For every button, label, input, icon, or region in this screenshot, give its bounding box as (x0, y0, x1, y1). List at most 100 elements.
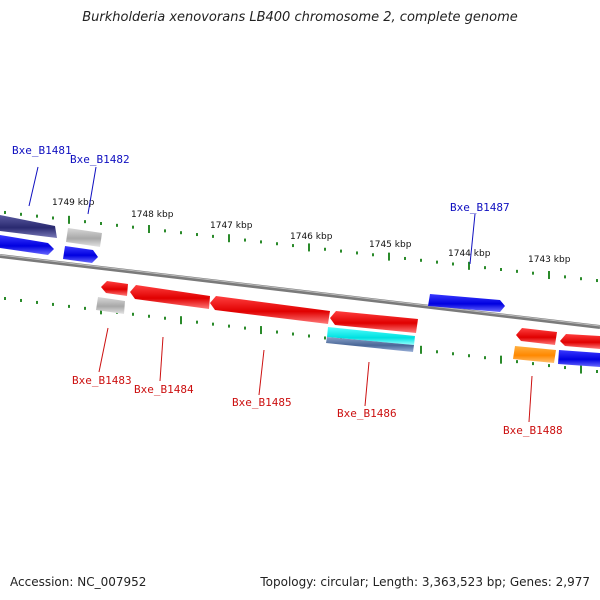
minor-tick (404, 256, 406, 260)
minor-tick (500, 268, 502, 271)
minor-tick (532, 271, 534, 275)
scale-label-1747: 1747 kbp (210, 221, 253, 231)
major-tick (420, 345, 422, 354)
minor-tick (148, 314, 150, 318)
minor-tick (452, 352, 454, 356)
minor-tick (52, 216, 54, 220)
label-b1483[interactable]: Bxe_B1483 (72, 374, 132, 387)
minor-tick (84, 306, 86, 310)
forward-strand-genes (0, 215, 505, 312)
major-tick (500, 355, 502, 364)
minor-tick (580, 277, 582, 281)
gene-b1489-blue[interactable] (558, 350, 600, 367)
gene-b1482-grey[interactable] (66, 228, 102, 247)
topology-summary: Topology: circular; Length: 3,363,523 bp… (260, 575, 590, 589)
scale-labels: 1749 kbp 1748 kbp 1747 kbp 1746 kbp 1745… (52, 198, 571, 265)
major-tick (260, 326, 262, 335)
minor-tick (4, 296, 6, 300)
minor-tick (116, 223, 118, 227)
scale-label-1743: 1743 kbp (528, 255, 571, 265)
minor-tick (20, 212, 22, 216)
forward-tick-row (4, 210, 598, 283)
minor-tick (68, 304, 70, 308)
minor-tick (100, 222, 102, 225)
minor-tick (276, 330, 278, 334)
minor-tick (436, 260, 438, 264)
minor-tick (548, 364, 550, 368)
minor-tick (564, 275, 566, 279)
minor-tick (244, 326, 246, 330)
scale-label-1746: 1746 kbp (290, 232, 333, 242)
major-tick (68, 215, 70, 224)
gene-b1487[interactable] (428, 294, 505, 312)
gene-b1488-orange[interactable] (513, 346, 556, 363)
label-b1484[interactable]: Bxe_B1484 (134, 383, 194, 396)
minor-tick (436, 350, 438, 354)
gene-b1481-navy[interactable] (0, 215, 57, 238)
gene-b1484[interactable] (130, 285, 210, 309)
minor-tick (132, 225, 134, 229)
minor-tick (324, 247, 326, 251)
minor-tick (196, 320, 198, 324)
major-tick (228, 234, 230, 243)
minor-tick (372, 253, 374, 257)
minor-tick (564, 366, 566, 370)
minor-tick (36, 300, 38, 304)
gene-b1489-red[interactable] (560, 334, 600, 349)
minor-tick (516, 269, 518, 273)
label-leaders (28, 166, 533, 423)
gene-b1483-red[interactable] (101, 281, 128, 296)
minor-tick (36, 214, 38, 218)
minor-tick (244, 238, 246, 242)
map-title: Burkholderia xenovorans LB400 chromosome… (82, 10, 518, 25)
major-tick (148, 225, 150, 234)
minor-tick (468, 354, 470, 358)
minor-tick (532, 362, 534, 366)
gene-labels: Bxe_B1481 Bxe_B1482 Bxe_B1487 Bxe_B1483 … (12, 144, 563, 437)
scale-label-1749: 1749 kbp (52, 198, 95, 208)
scale-label-1745: 1745 kbp (369, 240, 412, 250)
label-b1486[interactable]: Bxe_B1486 (337, 407, 397, 420)
gene-b1482-blue[interactable] (63, 246, 98, 263)
chromosome-backbone (0, 254, 600, 329)
gene-b1481-blue[interactable] (0, 235, 54, 255)
gene-b1485[interactable] (210, 296, 330, 324)
gene-b1486-cyan[interactable] (327, 327, 415, 345)
scale-label-1744: 1744 kbp (448, 249, 491, 259)
major-tick (180, 316, 182, 325)
major-tick (308, 243, 310, 252)
minor-tick (4, 210, 6, 214)
major-tick (468, 261, 470, 270)
minor-tick (84, 220, 86, 224)
minor-tick (212, 234, 214, 238)
major-tick (548, 271, 550, 280)
major-tick (580, 365, 582, 374)
label-b1482[interactable]: Bxe_B1482 (70, 153, 130, 166)
gene-b1483-grey[interactable] (96, 297, 125, 314)
minor-tick (132, 312, 134, 316)
minor-tick (292, 332, 294, 336)
label-b1487[interactable]: Bxe_B1487 (450, 201, 510, 214)
minor-tick (196, 233, 198, 237)
label-b1481[interactable]: Bxe_B1481 (12, 144, 72, 157)
minor-tick (52, 302, 54, 306)
minor-tick (516, 360, 518, 364)
minor-tick (228, 324, 230, 328)
label-b1488[interactable]: Bxe_B1488 (503, 424, 563, 437)
minor-tick (164, 316, 166, 320)
minor-tick (180, 231, 182, 235)
gene-b1486-red[interactable] (330, 311, 418, 333)
minor-tick (324, 336, 326, 340)
minor-tick (212, 322, 214, 326)
gene-b1486-steel[interactable] (326, 337, 414, 352)
minor-tick (164, 229, 166, 233)
gene-b1488-red[interactable] (516, 328, 557, 345)
minor-tick (276, 242, 278, 246)
minor-tick (484, 356, 486, 360)
label-b1485[interactable]: Bxe_B1485 (232, 396, 292, 409)
minor-tick (596, 370, 598, 374)
minor-tick (260, 240, 262, 244)
major-tick (388, 252, 390, 261)
scale-label-1748: 1748 kbp (131, 210, 174, 220)
